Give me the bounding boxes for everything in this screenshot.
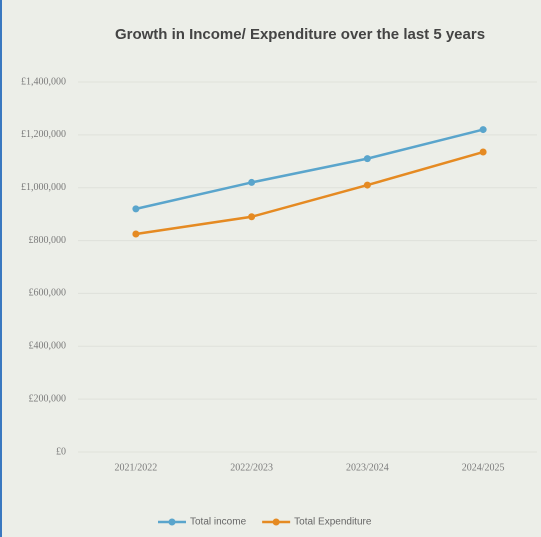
- data-point: [479, 148, 487, 156]
- data-point: [132, 230, 140, 238]
- series-line: [135, 150, 484, 236]
- y-tick-label: £0: [56, 446, 66, 457]
- x-tick-label: 2022/2023: [230, 462, 273, 473]
- y-tick-label: £1,000,000: [21, 182, 66, 193]
- y-tick-label: £800,000: [29, 235, 67, 246]
- x-tick-label: 2024/2025: [462, 462, 505, 473]
- legend-label: Total income: [190, 517, 247, 528]
- data-point: [248, 213, 256, 221]
- x-tick-label: 2021/2022: [114, 462, 157, 473]
- legend-label: Total Expenditure: [294, 517, 372, 528]
- data-point: [363, 155, 371, 163]
- series-line: [135, 128, 484, 211]
- y-tick-label: £1,400,000: [21, 76, 66, 87]
- y-tick-label: £1,200,000: [21, 129, 66, 140]
- data-point: [479, 126, 487, 134]
- x-tick-label: 2023/2024: [346, 462, 389, 473]
- y-tick-label: £600,000: [29, 288, 67, 299]
- data-point: [363, 181, 371, 189]
- chart-title: Growth in Income/ Expenditure over the l…: [115, 26, 485, 43]
- legend-marker: [272, 518, 280, 526]
- data-point: [132, 205, 140, 213]
- data-point: [248, 178, 256, 186]
- y-tick-label: £200,000: [29, 393, 67, 404]
- legend-marker: [168, 518, 176, 526]
- y-tick-label: £400,000: [29, 341, 67, 352]
